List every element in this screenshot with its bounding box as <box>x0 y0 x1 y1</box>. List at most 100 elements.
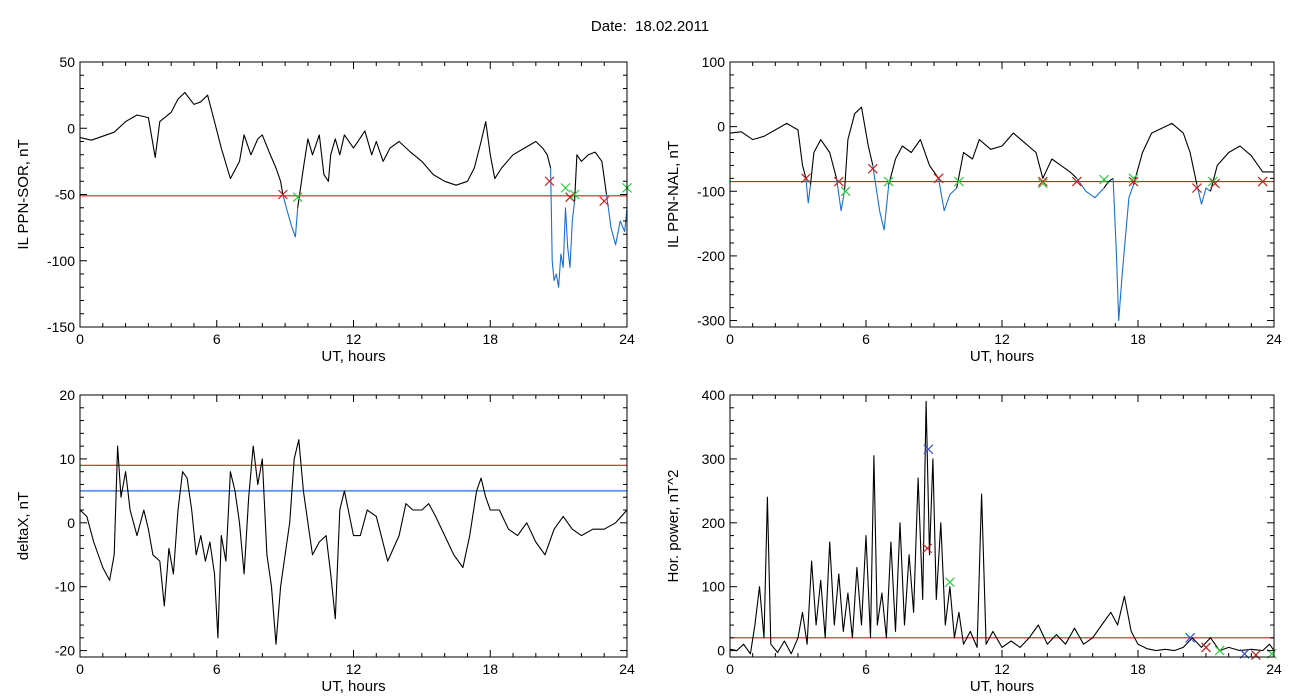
y-tick-label: -150 <box>47 319 75 335</box>
series-line-black-6 <box>888 139 939 185</box>
x-tick-label: 18 <box>1130 331 1146 347</box>
series-line-blue-3 <box>550 167 576 288</box>
series-line-blue-7 <box>937 178 958 212</box>
y-tick-label: -50 <box>55 187 75 203</box>
y-tick-label: -10 <box>55 579 75 595</box>
y-tick-label: 0 <box>67 120 75 136</box>
plot-frame <box>729 394 1275 658</box>
x-axis-label: UT, hours <box>970 348 1034 365</box>
event-marker-green <box>944 577 955 588</box>
x-tick-label: 0 <box>726 331 734 347</box>
plot-area <box>730 106 1274 322</box>
chart-panel-ppn-sor: 0 6 12 18 24 -150 -100 -50 0 50 UT, hours IL PPN-SO… <box>15 54 635 365</box>
series-line-black-4 <box>843 106 874 192</box>
series-line-black-0 <box>80 439 627 645</box>
event-marker-red <box>1210 178 1220 189</box>
series-line-black-8 <box>956 132 1078 189</box>
event-marker-red <box>1037 176 1048 187</box>
y-tick-label: 300 <box>702 451 726 467</box>
x-tick-label: 12 <box>346 661 362 677</box>
event-marker-red <box>1257 176 1268 187</box>
x-tick-label: 12 <box>346 331 362 347</box>
x-tick-label: 24 <box>619 661 635 677</box>
x-tick-label: 24 <box>619 331 635 347</box>
series-line-black-0 <box>80 91 284 195</box>
event-marker-blue <box>1185 632 1196 643</box>
x-tick-label: 6 <box>213 661 221 677</box>
y-tick-label: 100 <box>702 579 726 595</box>
series-line-blue-11 <box>1112 178 1135 322</box>
event-marker-red <box>277 189 288 200</box>
x-tick-label: 18 <box>1130 661 1146 677</box>
plot-frame <box>79 61 628 328</box>
y-axis-label: IL PPN-SOR, nT <box>15 139 32 249</box>
series-line-blue-5 <box>872 165 890 231</box>
series-line-black-12 <box>1132 122 1198 185</box>
y-tick-label: 0 <box>67 515 75 531</box>
event-marker-red <box>833 176 844 187</box>
event-marker-red <box>1071 176 1082 187</box>
page-title: Date: 18.02.2011 <box>590 18 710 35</box>
event-marker-red <box>1250 650 1261 661</box>
x-tick-label: 12 <box>994 331 1010 347</box>
event-marker-green <box>1214 645 1225 656</box>
event-marker-green <box>1037 178 1048 189</box>
event-marker-green <box>954 176 964 187</box>
series-line-blue-1 <box>282 194 299 238</box>
plot-frame <box>729 61 1275 328</box>
event-marker-green <box>560 182 571 193</box>
event-marker-green <box>292 192 303 203</box>
event-marker-red <box>867 163 878 174</box>
y-axis-label: IL PPN-NAL, nT <box>665 141 682 248</box>
series-line-black-4 <box>574 151 608 202</box>
series-line-blue-1 <box>805 178 812 204</box>
y-tick-label: -100 <box>697 183 725 199</box>
y-tick-label: -200 <box>697 248 725 264</box>
y-tick-label: -20 <box>55 643 75 659</box>
x-tick-label: 18 <box>482 331 498 347</box>
event-marker-green <box>1099 174 1109 185</box>
y-axis-label: deltaX, nT <box>15 492 32 560</box>
plot-area <box>730 400 1274 655</box>
y-tick-label: 20 <box>59 387 75 403</box>
y-tick-label: 50 <box>59 54 75 70</box>
x-axis-label: UT, hours <box>321 678 385 695</box>
plot-frame <box>79 394 628 658</box>
x-tick-label: 24 <box>1266 661 1282 677</box>
event-marker-red <box>1192 183 1202 193</box>
series-line-black-10 <box>1103 177 1114 189</box>
series-line-blue-3 <box>835 178 846 212</box>
x-tick-label: 24 <box>1266 331 1282 347</box>
series-line-blue-13 <box>1196 184 1211 205</box>
event-marker-red <box>1128 176 1139 187</box>
event-marker-red <box>922 543 933 554</box>
y-tick-label: 400 <box>702 387 726 403</box>
series-line-blue-5 <box>605 194 627 246</box>
x-tick-label: 6 <box>862 331 870 347</box>
x-axis-label: UT, hours <box>970 678 1034 695</box>
event-marker-green <box>883 176 894 187</box>
series-line-black-0 <box>730 400 1274 655</box>
event-marker-red <box>565 192 575 203</box>
series-line-black-0 <box>730 122 807 179</box>
event-marker-green <box>1128 173 1139 184</box>
y-tick-label: 10 <box>59 451 75 467</box>
series-line-blue-9 <box>1076 177 1105 199</box>
y-tick-label: 100 <box>702 54 726 70</box>
event-marker-green <box>569 189 580 200</box>
x-axis-label: UT, hours <box>321 348 385 365</box>
chart-panel-hor-power: 0 6 12 18 24 0 100 200 300 400 UT, hours Hor. power… <box>665 387 1282 695</box>
x-tick-label: 0 <box>726 661 734 677</box>
series-line-black-14 <box>1209 145 1274 192</box>
series-line-black-2 <box>297 121 552 208</box>
chart-panel-ppn-nal: 0 6 12 18 24 -300 -200 -100 0 100 UT, hours IL PPN-… <box>665 54 1282 365</box>
plot-area <box>80 439 627 645</box>
chart-panel-deltax: 0 6 12 18 24 -20 -10 0 10 20 UT, hours deltaX, nT <box>15 387 635 695</box>
event-marker-green <box>840 186 851 197</box>
x-tick-label: 0 <box>76 331 84 347</box>
y-tick-label: 0 <box>717 643 725 659</box>
x-tick-label: 6 <box>862 661 870 677</box>
x-tick-label: 18 <box>482 661 498 677</box>
event-marker-red <box>801 173 811 184</box>
y-tick-label: 0 <box>717 119 725 135</box>
